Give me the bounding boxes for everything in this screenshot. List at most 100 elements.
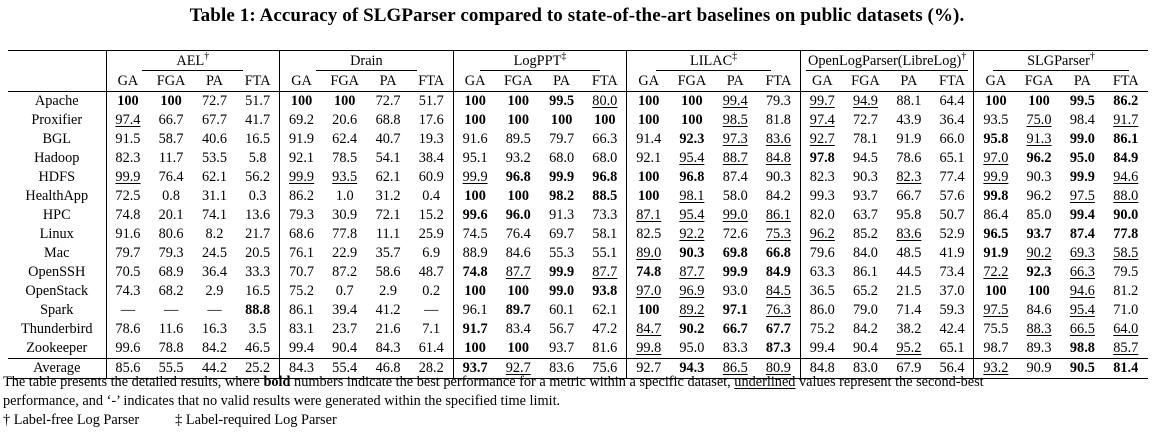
cell-value: 53.5	[201, 150, 227, 166]
cell-value: 90.4	[852, 340, 878, 356]
cell-value: 6.9	[422, 245, 441, 261]
value-cell: 72.1	[366, 206, 409, 225]
value-cell: 2.9	[193, 282, 236, 301]
value-cell: 79.3	[757, 92, 800, 112]
value-cell: 98.2	[540, 187, 583, 206]
second-best-value: 90.2	[1026, 245, 1052, 261]
best-value: 99.0	[549, 283, 575, 299]
cell-value: 91.9	[896, 131, 922, 147]
value-cell: 36.4	[193, 263, 236, 282]
value-cell: 2.9	[366, 282, 409, 301]
value-cell: 16.5	[236, 282, 279, 301]
second-best-value: 89.0	[636, 245, 662, 261]
cell-value: 25.9	[418, 226, 444, 242]
best-value: 100	[117, 93, 139, 109]
dataset-name: Proxifier	[31, 112, 83, 128]
second-best-value: 84.8	[765, 150, 791, 166]
value-cell: 97.1	[714, 301, 757, 320]
second-best-value: 99.9	[462, 169, 488, 185]
corner-cell-2	[8, 72, 106, 92]
value-cell: 88.1	[887, 92, 930, 112]
value-cell: 89.3	[1017, 339, 1060, 359]
value-cell: 67.7	[193, 111, 236, 130]
value-cell: 16.3	[193, 320, 236, 339]
best-value: 100	[681, 112, 703, 128]
value-cell: 96.5	[973, 225, 1018, 244]
cell-value: 67.7	[201, 112, 227, 128]
group-name: LogPPT‡	[479, 52, 601, 71]
cell-value: 91.3	[549, 207, 575, 223]
cell-value: 25.2	[245, 360, 271, 376]
value-cell: 84.8	[757, 149, 800, 168]
best-value: 91.9	[983, 245, 1009, 261]
best-value: 100	[464, 340, 486, 356]
value-cell: 94.5	[844, 149, 887, 168]
value-cell: 81.4	[1104, 358, 1148, 379]
cell-value: 86.4	[983, 207, 1009, 223]
cell-value: 65.1	[939, 340, 965, 356]
cell-value: 76.4	[505, 226, 531, 242]
best-value: 99.6	[462, 207, 488, 223]
table-row: Apache 100 100 72.7 51.7 100 100 72.7 51.7 100 100…	[8, 91, 1148, 112]
value-cell: 88.8	[236, 301, 279, 320]
best-value: 99.5	[1069, 93, 1095, 109]
cell-value: 30.9	[332, 207, 358, 223]
value-cell: 11.6	[149, 320, 192, 339]
value-cell: 97.5	[1061, 187, 1104, 206]
dataset-name: OpenStack	[25, 283, 89, 299]
value-cell: 83.4	[497, 320, 540, 339]
table-row: BGL 91.5 58.7 40.6 16.5 91.9 62.4 40.7 19.3 91.6 8…	[8, 130, 1148, 149]
value-cell: 100	[583, 111, 626, 130]
value-cell: 86.0	[799, 301, 844, 320]
cell-value: 72.1	[375, 207, 401, 223]
best-value: 100	[638, 93, 660, 109]
value-cell: 93.2	[973, 358, 1018, 379]
value-cell: 100	[670, 92, 713, 112]
second-best-value: 66.5	[1069, 321, 1095, 337]
value-cell: 83.6	[887, 225, 930, 244]
cell-value: 63.3	[809, 264, 835, 280]
cell-value: 79.7	[549, 131, 575, 147]
best-value: 66.8	[765, 245, 791, 261]
best-value: 96.0	[505, 207, 531, 223]
value-cell: 90.0	[1104, 206, 1147, 225]
value-cell: 11.1	[366, 225, 409, 244]
second-best-value: 80.0	[592, 93, 618, 109]
cell-value: 99.4	[289, 340, 315, 356]
value-cell: 100	[1017, 92, 1060, 112]
cell-value: —	[120, 302, 136, 318]
group-name: SLGParser†	[993, 52, 1129, 71]
dataset-name: Hadoop	[34, 150, 80, 166]
value-cell: 84.9	[1104, 149, 1147, 168]
cell-value: 62.1	[375, 169, 401, 185]
cell-value: 96.2	[1026, 188, 1052, 204]
value-cell: 91.3	[540, 206, 583, 225]
value-cell: 99.8	[973, 187, 1018, 206]
value-cell: 8.2	[193, 225, 236, 244]
value-cell: 36.4	[931, 111, 974, 130]
table-row: OpenSSH 70.5 68.9 36.4 33.3 70.7 87.2 58.6 48.7 7…	[8, 263, 1148, 282]
second-best-value: 91.7	[1113, 112, 1139, 128]
second-best-value: 88.0	[1113, 188, 1139, 204]
best-value: 100	[464, 283, 486, 299]
metric-header-pa: PA	[1060, 72, 1105, 92]
cell-value: 54.1	[375, 150, 401, 166]
cell-value: 83.6	[549, 360, 575, 376]
value-cell: 28.2	[409, 358, 454, 379]
cell-value: 93.7	[549, 340, 575, 356]
value-cell: 93.5	[323, 168, 366, 187]
cell-value: 36.5	[809, 283, 835, 299]
value-cell: 100	[626, 91, 671, 111]
notes-underlined-word: underlined	[734, 374, 796, 390]
value-cell: 97.5	[973, 301, 1018, 320]
value-cell: 92.1	[626, 149, 671, 168]
group-header-drain: Drain	[279, 50, 454, 72]
second-best-value: 94.6	[1069, 283, 1095, 299]
cell-value: 69.2	[289, 112, 315, 128]
value-cell: 100	[973, 91, 1018, 111]
value-cell: 87.1	[626, 206, 671, 225]
second-best-value: 88.3	[1026, 321, 1052, 337]
value-cell: 69.8	[714, 244, 757, 263]
second-best-value: 94.6	[1113, 169, 1139, 185]
value-cell: 91.4	[626, 130, 671, 149]
